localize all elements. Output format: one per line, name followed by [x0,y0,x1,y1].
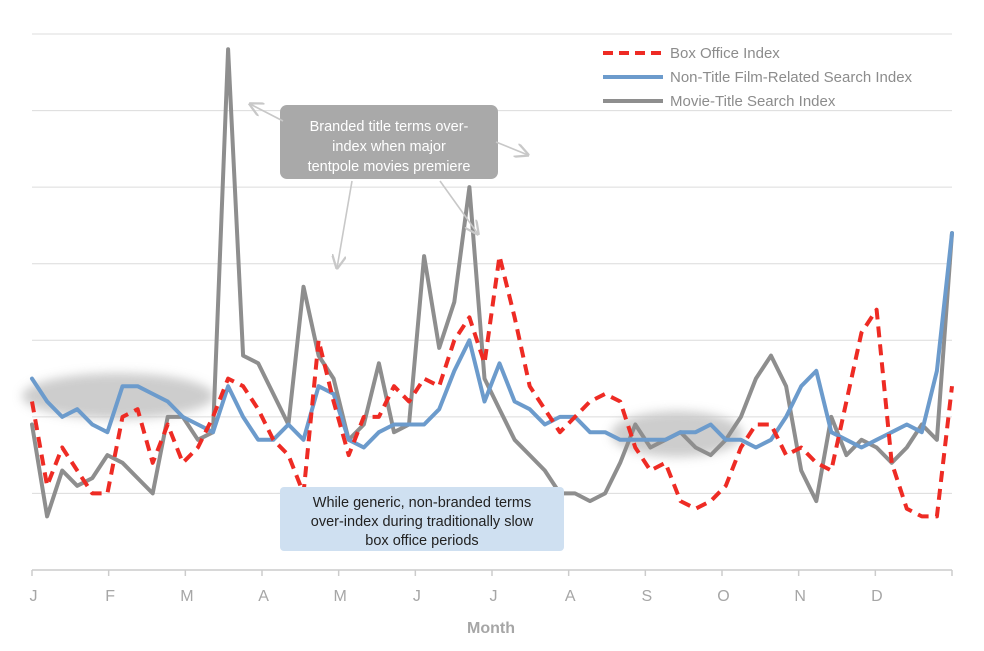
x-tick-label: M [180,588,193,605]
callout-branded-box [280,105,498,179]
legend-label: Movie-Title Search Index [670,93,836,110]
callout-generic-box [280,487,564,551]
legend: Box Office Index Non-Title Film-Related S… [603,45,913,110]
annotations: Branded title terms over-index when majo… [250,104,564,551]
callout-arrow [337,180,353,268]
x-tick-label: A [258,588,269,605]
x-tick-label: F [105,588,115,605]
callout-arrow [250,104,284,122]
x-tick-label: J [490,588,498,605]
series-line-movie-title-search-index [30,47,954,519]
x-tick-label: J [30,588,38,605]
x-tick-label: D [871,588,883,605]
series-line-non-title-film-related-search-index [30,231,954,450]
x-tick-label: N [794,588,806,605]
x-tick-label: M [334,588,347,605]
callout-arrow [495,141,528,155]
legend-label: Non-Title Film-Related Search Index [670,69,913,86]
series-line-box-office-index [30,254,954,519]
x-tick-label: A [565,588,576,605]
callout-branded-text: Branded title terms over-index when majo… [308,119,471,175]
x-tick-label: S [642,588,653,605]
series-lines [30,47,954,519]
legend-label: Box Office Index [670,45,780,62]
x-tick-label: O [717,588,729,605]
callout-arrow [439,180,478,234]
x-tick-label: J [413,588,421,605]
callout-generic-text: While generic, non-branded terms over-ind… [311,495,534,549]
x-axis-label: Month [467,620,515,637]
